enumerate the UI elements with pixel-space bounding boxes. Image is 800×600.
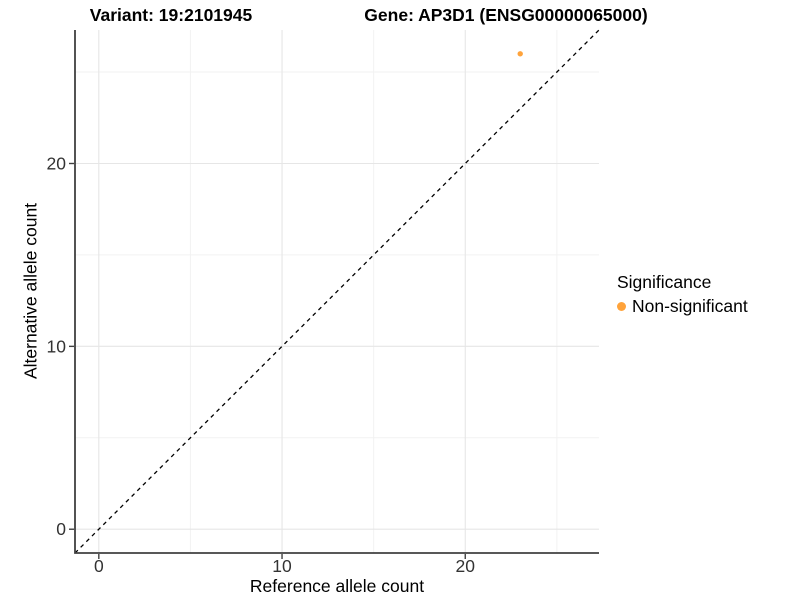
x-tick-label: 20	[456, 556, 476, 576]
y-tick-label: 20	[47, 153, 67, 173]
y-tick-label: 10	[47, 336, 67, 356]
variant-title: Variant: 19:2101945	[89, 5, 253, 25]
legend: Significance Non-significant	[617, 272, 748, 317]
legend-item-label: Non-significant	[632, 296, 748, 316]
axis-lines	[74, 30, 599, 554]
gene-title: Gene: AP3D1 (ENSG00000065000)	[364, 5, 648, 25]
data-point	[517, 51, 523, 57]
x-tick-label: 10	[272, 556, 292, 576]
identity-dashed-line	[74, 29, 600, 554]
x-tick-label: 0	[94, 556, 104, 576]
legend-item-non-significant: Non-significant	[617, 296, 748, 317]
legend-point-icon	[617, 302, 626, 311]
y-tick-label: 0	[56, 519, 66, 539]
legend-title: Significance	[617, 272, 712, 292]
y-axis-title: Alternative allele count	[20, 202, 41, 380]
x-axis-title: Reference allele count	[249, 576, 425, 596]
